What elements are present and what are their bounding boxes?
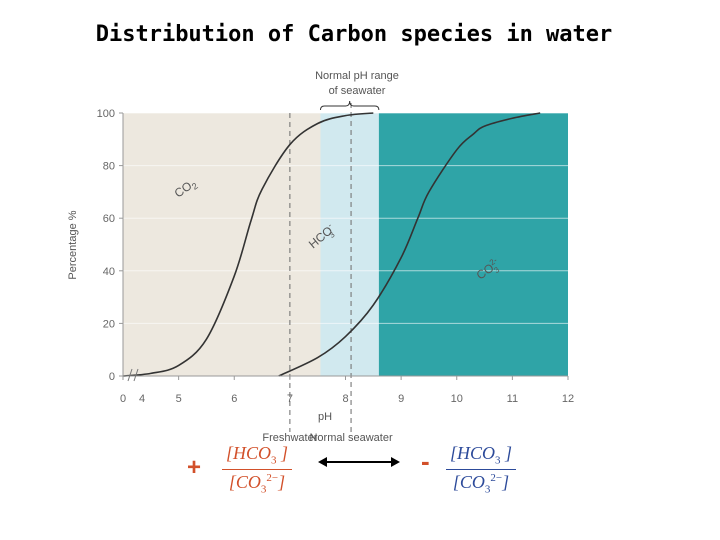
denominator-sup: 2− [266,471,279,484]
fraction-numerator: [HCO3 ] [450,443,513,467]
fraction-bar [222,468,293,470]
chart-title: Distribution of Carbon species in water [95,22,613,47]
numerator-text: HCO [233,443,272,463]
x-axis-label: pH [318,411,332,423]
ratio-fraction-right: [HCO3 ] [CO32−] [446,443,517,496]
numerator-sub: 3 [271,454,277,467]
plus-sign: + [187,454,202,481]
y-axis-label: Percentage % [67,210,79,279]
denominator-text: CO [459,471,485,492]
equilibrium-arrowhead-left [318,457,327,467]
series-line-co2 [122,112,374,377]
y-tick-label: 0 [109,371,115,383]
minus-sign: - [421,446,430,476]
x-origin-label: 0 [120,393,126,405]
reference-line-label: Normal seawater [309,432,392,444]
x-tick-label: 6 [231,393,237,405]
denominator-text: CO [235,471,261,492]
x-tick-label: 10 [451,393,463,405]
region-band-0 [123,113,321,376]
numerator-text: HCO [457,443,496,463]
series-line-hco3 [278,112,541,377]
x-tick-label: 4 [139,393,145,405]
y-tick-label: 100 [97,108,115,120]
denominator-sub: 3 [260,483,267,496]
denominator-sub: 3 [484,483,491,496]
y-tick-label: 40 [103,266,115,278]
x-tick-label: 8 [342,393,348,405]
ratio-fraction-left: [HCO3 ] [CO32−] [222,443,293,496]
x-tick-label: 12 [562,393,574,405]
x-tick-label: 11 [507,393,518,405]
y-tick-label: 80 [103,161,115,173]
reference-line-label: Freshwater [262,432,317,444]
range-annotation-line1: Normal pH range [315,70,399,82]
axis-break-mark [127,368,139,382]
fraction-numerator: [HCO3 ] [226,443,289,467]
y-tick-label: 20 [103,318,115,330]
x-tick-label: 5 [176,393,182,405]
range-annotation-line2: of seawater [329,85,386,97]
region-band-2 [378,113,568,376]
range-brace [319,100,380,111]
y-tick-label: 60 [103,213,115,225]
fraction-bar [446,468,517,470]
fraction-denominator: [CO32−] [452,471,510,496]
denominator-sup: 2− [490,471,503,484]
equilibrium-arrowhead-right [391,457,400,467]
x-tick-label: 9 [398,393,404,405]
region-band-1 [320,113,379,376]
fraction-denominator: [CO32−] [228,471,286,496]
x-tick-label: 7 [287,393,293,405]
numerator-sub: 3 [495,454,501,467]
